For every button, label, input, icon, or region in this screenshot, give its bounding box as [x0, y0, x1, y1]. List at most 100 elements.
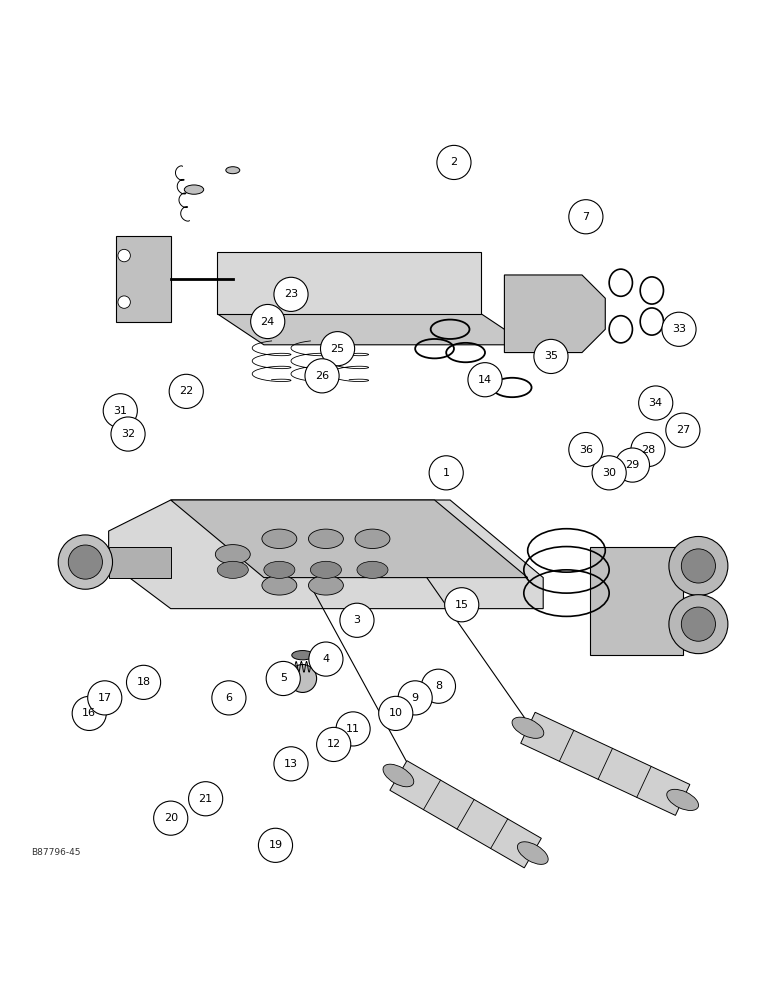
Ellipse shape [215, 545, 250, 564]
Circle shape [592, 456, 626, 490]
Circle shape [251, 304, 285, 339]
Text: 6: 6 [225, 693, 233, 703]
Circle shape [111, 417, 145, 451]
Text: 28: 28 [641, 445, 655, 455]
Text: 32: 32 [121, 429, 135, 439]
Circle shape [569, 200, 603, 234]
Text: 8: 8 [435, 681, 442, 691]
Circle shape [662, 312, 696, 346]
Polygon shape [590, 547, 683, 655]
Text: 9: 9 [411, 693, 419, 703]
Text: 2: 2 [450, 157, 458, 167]
Text: 30: 30 [602, 468, 616, 478]
Circle shape [189, 782, 223, 816]
Circle shape [437, 145, 471, 180]
Circle shape [468, 363, 502, 397]
Circle shape [639, 386, 673, 420]
Circle shape [126, 665, 161, 699]
Circle shape [305, 359, 339, 393]
Circle shape [666, 413, 700, 447]
Ellipse shape [217, 561, 248, 578]
Circle shape [154, 801, 188, 835]
Circle shape [615, 448, 650, 482]
Ellipse shape [667, 789, 698, 810]
Text: 14: 14 [478, 375, 492, 385]
Circle shape [72, 696, 106, 730]
Text: 7: 7 [582, 212, 590, 222]
Circle shape [379, 696, 413, 730]
Text: 17: 17 [98, 693, 112, 703]
Text: 4: 4 [322, 654, 330, 664]
Text: 18: 18 [137, 677, 151, 687]
Circle shape [212, 681, 246, 715]
Circle shape [681, 549, 715, 583]
Ellipse shape [383, 764, 414, 787]
Text: 5: 5 [279, 673, 287, 683]
Text: 21: 21 [199, 794, 213, 804]
Circle shape [336, 712, 370, 746]
Polygon shape [521, 712, 690, 815]
Circle shape [289, 665, 317, 692]
Polygon shape [171, 500, 528, 578]
Circle shape [88, 681, 122, 715]
Circle shape [398, 681, 432, 715]
Text: 27: 27 [676, 425, 690, 435]
Text: 19: 19 [268, 840, 282, 850]
Text: 34: 34 [649, 398, 663, 408]
Text: 24: 24 [261, 317, 275, 327]
Text: 33: 33 [672, 324, 686, 334]
Circle shape [320, 332, 355, 366]
Circle shape [274, 747, 308, 781]
Text: 3: 3 [353, 615, 361, 625]
Polygon shape [109, 500, 543, 609]
Circle shape [631, 432, 665, 467]
Circle shape [258, 828, 293, 862]
Text: 11: 11 [346, 724, 360, 734]
Text: 26: 26 [315, 371, 329, 381]
Ellipse shape [292, 651, 314, 660]
Circle shape [340, 603, 374, 637]
Circle shape [118, 249, 130, 262]
Text: 10: 10 [389, 708, 403, 718]
Circle shape [68, 545, 102, 579]
Text: 13: 13 [284, 759, 298, 769]
Text: 16: 16 [82, 708, 96, 718]
Circle shape [309, 642, 343, 676]
Text: 31: 31 [113, 406, 127, 416]
Text: 29: 29 [625, 460, 639, 470]
Circle shape [681, 607, 715, 641]
Text: 15: 15 [455, 600, 469, 610]
Text: 23: 23 [284, 289, 298, 299]
Circle shape [445, 588, 479, 622]
Text: 12: 12 [327, 739, 341, 749]
Polygon shape [109, 547, 171, 578]
Text: 35: 35 [544, 351, 558, 361]
Polygon shape [116, 236, 171, 322]
Circle shape [429, 456, 463, 490]
Circle shape [118, 296, 130, 308]
Circle shape [103, 394, 137, 428]
Text: B87796-45: B87796-45 [31, 848, 81, 857]
Polygon shape [217, 314, 528, 345]
Ellipse shape [262, 576, 296, 595]
Circle shape [169, 374, 203, 408]
Ellipse shape [512, 717, 544, 738]
Ellipse shape [226, 167, 240, 174]
Circle shape [569, 432, 603, 467]
Circle shape [669, 536, 728, 595]
Text: 20: 20 [164, 813, 178, 823]
Text: 22: 22 [179, 386, 193, 396]
Polygon shape [390, 761, 542, 868]
Circle shape [317, 727, 351, 762]
Text: 25: 25 [331, 344, 345, 354]
Circle shape [58, 535, 113, 589]
Ellipse shape [518, 842, 548, 864]
Circle shape [274, 277, 308, 311]
Text: 36: 36 [579, 445, 593, 455]
Ellipse shape [355, 529, 390, 548]
Ellipse shape [264, 561, 295, 578]
Ellipse shape [310, 561, 341, 578]
Polygon shape [217, 252, 481, 314]
Circle shape [421, 669, 456, 703]
Text: 1: 1 [442, 468, 450, 478]
